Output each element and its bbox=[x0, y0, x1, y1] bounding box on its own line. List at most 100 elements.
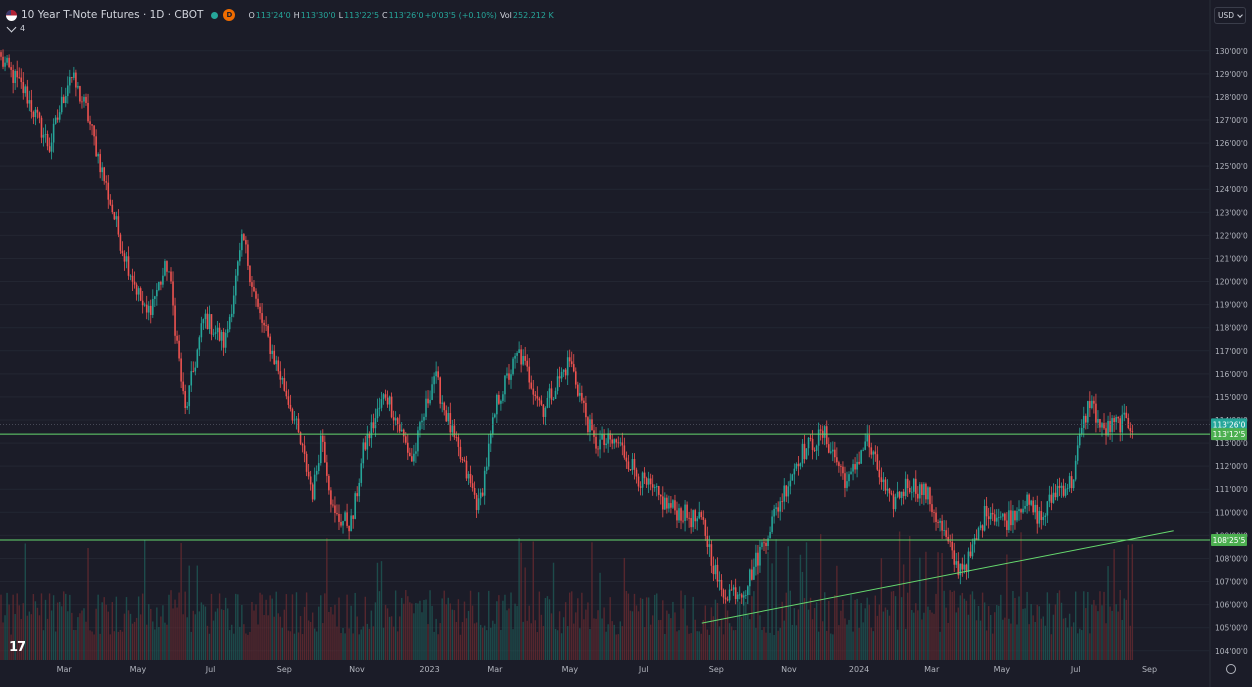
interval-badge[interactable]: D bbox=[223, 9, 236, 21]
volume-bar bbox=[824, 592, 826, 660]
candle-body bbox=[71, 76, 73, 78]
x-tick-label: Nov bbox=[349, 665, 365, 674]
volume-bar bbox=[909, 535, 911, 660]
candle-body bbox=[40, 117, 43, 138]
volume-bar bbox=[734, 630, 737, 660]
candle-body bbox=[107, 182, 110, 200]
volume-bar bbox=[704, 605, 707, 660]
candle-body bbox=[637, 476, 640, 487]
volume-bar bbox=[949, 590, 951, 660]
candle-body bbox=[1062, 485, 1065, 496]
candle-body bbox=[269, 336, 271, 354]
currency-selector[interactable]: USD bbox=[1214, 7, 1246, 24]
volume-bar bbox=[111, 602, 114, 660]
volume-bar bbox=[730, 626, 733, 660]
volume-bar bbox=[1089, 633, 1091, 660]
volume-bar bbox=[1052, 614, 1055, 660]
volume-bar bbox=[103, 597, 105, 660]
candle-body bbox=[570, 361, 573, 365]
volume-bar bbox=[941, 553, 943, 660]
candle-body bbox=[236, 261, 239, 276]
candle-body bbox=[724, 597, 727, 600]
x-tick-label: May bbox=[562, 665, 579, 674]
candle-body bbox=[487, 443, 490, 467]
volume-bar bbox=[423, 599, 425, 660]
y-tick-label: 119'00'0 bbox=[1215, 301, 1248, 310]
volume-bar bbox=[380, 561, 383, 660]
volume-bar bbox=[77, 617, 79, 660]
volume-bar bbox=[437, 634, 439, 660]
candle-body bbox=[876, 454, 879, 470]
y-tick-label: 123'00'0 bbox=[1215, 208, 1248, 217]
candle-body bbox=[481, 492, 484, 496]
tradingview-logo[interactable]: 17 bbox=[9, 640, 26, 655]
candle-body bbox=[589, 419, 591, 433]
indicators-toggle[interactable]: 4 bbox=[6, 22, 25, 33]
x-axis[interactable]: Mar May Jul Sep Nov 2023 Mar May Jul Sep Nov 2024 Ma… bbox=[57, 665, 1157, 674]
candle-body bbox=[611, 439, 614, 444]
candle-body bbox=[840, 466, 842, 467]
volume-bar bbox=[164, 622, 166, 660]
candle-body bbox=[1028, 494, 1030, 505]
volume-bar bbox=[900, 597, 903, 660]
volume-bar bbox=[433, 631, 435, 660]
volume-bar bbox=[451, 609, 454, 660]
volume-bar bbox=[813, 607, 816, 660]
candle-body bbox=[761, 542, 763, 547]
y-tick-label: 121'00'0 bbox=[1215, 254, 1248, 263]
volume-bar bbox=[516, 606, 518, 660]
volume-bar bbox=[919, 557, 921, 660]
ohlc-value: 113'26'0 bbox=[388, 10, 424, 20]
candle-body bbox=[299, 432, 302, 444]
volume-bar bbox=[322, 623, 324, 660]
volume-bar bbox=[597, 610, 599, 660]
volume-bar bbox=[712, 616, 715, 660]
volume-bar bbox=[441, 598, 443, 660]
candle-body bbox=[914, 478, 917, 494]
candle-body bbox=[1056, 485, 1059, 498]
x-tick-label: 2024 bbox=[849, 665, 869, 674]
candle-body bbox=[492, 417, 494, 434]
y-tick-label: 118'00'0 bbox=[1215, 324, 1248, 333]
candle-body bbox=[73, 72, 75, 78]
volume-bar bbox=[868, 604, 870, 660]
volume-bar bbox=[360, 629, 362, 660]
volume-bar bbox=[817, 631, 820, 660]
volume-bar bbox=[342, 628, 344, 660]
volume-bar bbox=[121, 631, 124, 660]
candle-body bbox=[1068, 476, 1071, 489]
candle-body bbox=[892, 494, 895, 510]
volume-bar bbox=[107, 611, 109, 660]
settings-icon[interactable] bbox=[1226, 664, 1236, 674]
candle-body bbox=[230, 313, 233, 317]
volume-bar bbox=[609, 597, 611, 660]
volume-bar bbox=[71, 612, 73, 660]
candle-body bbox=[587, 417, 589, 433]
candle-body bbox=[805, 448, 808, 460]
candle-body bbox=[407, 442, 409, 453]
volume-bar bbox=[1087, 591, 1089, 660]
volume-bar bbox=[318, 606, 320, 660]
candle-body bbox=[151, 298, 154, 315]
volume-bar bbox=[267, 615, 269, 660]
volume-bar bbox=[158, 626, 160, 660]
volume-bar bbox=[739, 601, 741, 660]
y-tick-label: 112'00'0 bbox=[1215, 462, 1248, 471]
candle-body bbox=[6, 57, 8, 63]
volume-bar bbox=[848, 619, 850, 660]
volume-bar bbox=[799, 554, 802, 660]
candle-body bbox=[1074, 460, 1077, 480]
volume-bar bbox=[1066, 627, 1069, 660]
candle-body bbox=[949, 541, 952, 543]
volume-bar bbox=[994, 612, 996, 660]
x-tick-label: Jul bbox=[638, 665, 649, 674]
candle-body bbox=[983, 505, 986, 531]
symbol-title[interactable]: 10 Year T-Note Futures · 1D · CBOT bbox=[21, 9, 204, 21]
volume-bar bbox=[237, 594, 239, 660]
volume-bar bbox=[862, 622, 864, 660]
candle-layer bbox=[0, 49, 1134, 606]
candle-body bbox=[769, 531, 771, 539]
